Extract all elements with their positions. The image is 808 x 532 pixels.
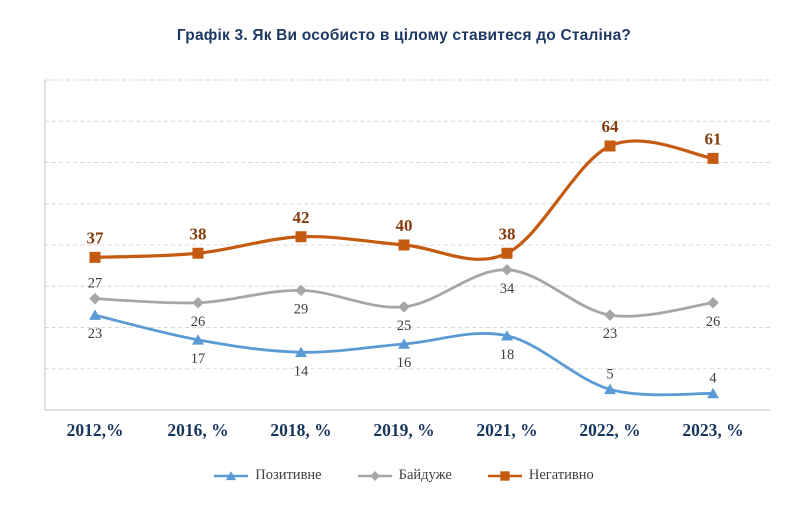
data-label: 14 [294, 363, 309, 379]
marker-triangle-icon [89, 309, 101, 320]
x-axis-label: 2016, % [167, 420, 228, 440]
data-label: 40 [396, 216, 413, 235]
marker-square-icon [604, 140, 616, 152]
chart-title: Графік 3. Як Ви особисто в цілому ставит… [176, 27, 632, 44]
data-label: 38 [499, 224, 516, 243]
legend-item-1: Байдуже [357, 467, 452, 484]
line-chart: 2012,% 2016, % 2018, % 2019, % 2021, % 2022, … [44, 79, 770, 440]
marker-square-icon [500, 470, 510, 481]
x-axis-label: 2022, % [579, 420, 640, 440]
x-axis-label: 2023, % [682, 420, 743, 440]
marker-square-icon [501, 247, 513, 259]
marker-triangle-icon [604, 383, 616, 395]
marker-diamond-icon [707, 296, 719, 309]
marker-square-icon [89, 251, 101, 263]
marker-triangle-icon [501, 330, 513, 341]
data-label: 26 [191, 314, 206, 330]
legend-triangle-icon [214, 470, 249, 480]
x-axis-label: 2012,% [67, 420, 124, 440]
data-label: 29 [294, 301, 309, 317]
data-label: 4 [709, 371, 717, 387]
x-axis-label: 2019, % [373, 420, 434, 440]
legend-diamond-icon [357, 470, 392, 481]
marker-diamond-icon [604, 309, 616, 321]
data-label: 23 [603, 326, 618, 342]
legend-square-icon [487, 470, 522, 481]
x-axis-label: 2021, % [476, 420, 537, 440]
legend-item-0: Позитивне [214, 467, 322, 484]
chart-legend: Позитивне Байдуже Негативно [0, 467, 808, 484]
data-label: 17 [191, 351, 206, 367]
marker-triangle-icon [226, 470, 237, 480]
data-label: 23 [88, 326, 103, 342]
marker-diamond-icon [295, 284, 307, 297]
marker-diamond-icon [501, 263, 513, 276]
marker-square-icon [398, 239, 410, 251]
data-label: 5 [606, 366, 613, 382]
legend-label: Байдуже [398, 467, 452, 483]
data-label: 42 [293, 208, 310, 227]
data-label: 37 [87, 228, 105, 247]
legend-label: Негативно [528, 467, 594, 483]
x-axis-label: 2018, % [270, 420, 331, 440]
data-label: 25 [397, 318, 412, 334]
data-label: 61 [705, 129, 722, 148]
legend-item-2: Негативно [487, 467, 594, 484]
data-label: 64 [602, 117, 620, 136]
data-label: 18 [500, 347, 515, 363]
marker-square-icon [192, 247, 204, 259]
marker-triangle-icon [398, 338, 410, 349]
marker-triangle-icon [707, 387, 719, 399]
marker-square-icon [295, 231, 307, 243]
marker-square-icon [707, 152, 719, 164]
data-label: 34 [500, 281, 515, 297]
data-label: 38 [190, 224, 207, 243]
marker-diamond-icon [369, 470, 380, 481]
marker-triangle-icon [192, 334, 204, 345]
data-label: 26 [706, 314, 721, 330]
marker-diamond-icon [192, 296, 204, 309]
marker-diamond-icon [398, 301, 410, 313]
legend-label: Позитивне [255, 467, 322, 483]
marker-diamond-icon [89, 292, 101, 305]
data-label: 16 [397, 355, 412, 371]
data-label: 27 [88, 276, 103, 292]
marker-triangle-icon [295, 346, 307, 358]
